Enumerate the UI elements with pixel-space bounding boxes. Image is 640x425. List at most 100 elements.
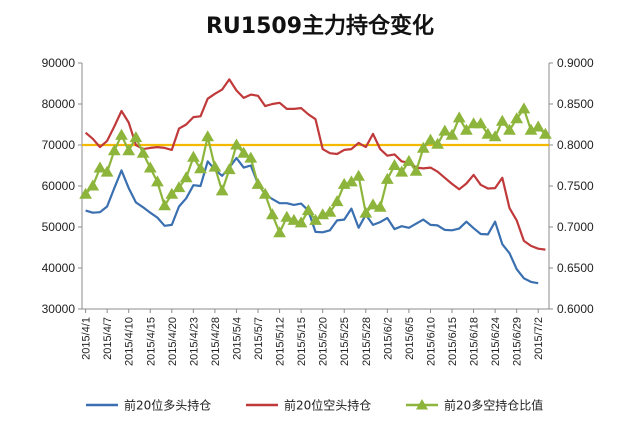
y-left-tick-label: 60000: [42, 179, 76, 193]
ratio-point: [309, 213, 322, 225]
ratio-point: [452, 111, 466, 123]
y-left-tick-label: 80000: [42, 97, 76, 111]
ratio-point: [424, 133, 437, 145]
ratio-point: [488, 130, 502, 142]
ratio-point: [107, 144, 121, 156]
ratio-point: [323, 205, 337, 217]
ratio-markers: [79, 102, 552, 238]
ratio-point: [222, 163, 236, 175]
ratio-point: [194, 162, 207, 174]
left-y-axis: 30000 40000 50000 60000 70000 80000 90000: [42, 56, 82, 316]
ratio-point: [474, 117, 488, 129]
ratio-point: [93, 161, 107, 173]
ratio-point: [280, 210, 294, 222]
y-left-tick-label: 90000: [42, 56, 76, 70]
ratio-point: [179, 171, 193, 183]
x-tick-label: 2015/7/2: [533, 317, 545, 360]
ratio-point: [395, 165, 409, 177]
ratio-point: [373, 200, 387, 212]
ratio-point: [330, 195, 344, 207]
ratio-point: [539, 127, 552, 139]
x-tick-label: 2015/6/2: [382, 317, 394, 360]
y-left-tick-label: 40000: [42, 261, 76, 275]
ratio-point: [165, 187, 179, 199]
ratio-point: [503, 123, 516, 135]
series-line-2: [84, 78, 546, 251]
x-tick-label: 2015/4/28: [210, 317, 222, 366]
x-tick-label: 2015/5/12: [275, 317, 287, 366]
y-right-tick-label: 0.7500: [557, 179, 594, 193]
ratio-point: [481, 127, 495, 139]
y-right-tick-label: 0.8500: [557, 97, 594, 111]
ratio-point: [201, 130, 215, 142]
x-tick-label: 2015/5/28: [361, 317, 373, 366]
ratio-point: [122, 144, 136, 156]
ratio-point: [510, 112, 524, 124]
x-tick-label: 2015/5/25: [339, 317, 351, 366]
ratio-point: [495, 114, 509, 126]
ratio-point: [345, 175, 358, 187]
ratio-point: [208, 160, 222, 172]
x-tick-label: 2015/5/7: [253, 317, 265, 360]
ratio-point: [79, 187, 92, 199]
x-tick-label: 2015/4/20: [167, 317, 179, 366]
x-tick-label: 2015/4/7: [102, 317, 114, 360]
legend-label-3: 前20多空持仓比值: [444, 398, 543, 413]
ratio-point: [517, 102, 531, 114]
ratio-point: [359, 206, 373, 218]
ratio-point: [151, 175, 164, 187]
y-right-tick-label: 0.6000: [557, 302, 594, 316]
legend-marker: [416, 399, 428, 410]
x-tick-label: 2015/5/20: [318, 317, 330, 366]
y-right-tick-label: 0.7000: [557, 220, 594, 234]
ratio-point: [388, 159, 401, 170]
x-tick-label: 2015/5/15: [296, 317, 308, 366]
x-tick-label: 2015/4/1: [81, 317, 93, 360]
ratio-point: [380, 172, 394, 184]
ratio-point: [258, 187, 272, 199]
ratio-point: [115, 128, 128, 140]
legend-label-2: 前20位空头持仓: [284, 398, 371, 413]
ratio-point: [158, 199, 171, 211]
x-tick-label: 2015/6/29: [512, 317, 524, 366]
ratio-point: [187, 150, 200, 162]
ratio-point: [416, 141, 430, 153]
legend-label-1: 前20位多头持仓: [124, 398, 211, 413]
x-tick-label: 2015/6/5: [404, 317, 416, 360]
ratio-point: [366, 198, 380, 210]
ratio-point: [294, 216, 308, 228]
x-tick-label: 2015/5/4: [231, 317, 243, 360]
y-left-tick-label: 30000: [42, 302, 76, 316]
chart-title: RU1509主力持仓变化: [205, 14, 435, 39]
ratio-point: [460, 123, 473, 135]
ratio-point: [352, 169, 365, 181]
x-tick-label: 2015/6/24: [490, 317, 502, 366]
ratio-point: [273, 226, 286, 238]
ratio-point: [244, 151, 258, 163]
ratio-point: [287, 213, 301, 225]
ratio-point: [531, 120, 545, 132]
ratio-point: [266, 208, 279, 220]
y-left-tick-label: 50000: [42, 220, 76, 234]
ratio-point: [172, 181, 186, 193]
ratio-point: [230, 138, 243, 150]
ratio-point: [409, 164, 423, 176]
ratio-point: [402, 154, 416, 166]
ratio-point: [438, 124, 452, 136]
ratio-point: [136, 146, 150, 158]
y-right-tick-label: 0.6500: [557, 261, 594, 275]
ratio-point: [143, 161, 157, 173]
x-tick-label: 2015/6/10: [425, 317, 437, 366]
ratio-point: [445, 128, 459, 140]
ratio-point: [86, 179, 100, 191]
x-tick-label: 2015/6/15: [447, 317, 459, 366]
ratio-point: [129, 131, 143, 143]
ratio-point: [251, 177, 265, 189]
x-tick-label: 2015/4/15: [145, 317, 157, 366]
right-y-axis: 0.6000 0.6500 0.7000 0.7500 0.8000 0.8500 0.90…: [549, 56, 594, 316]
x-tick-label: 2015/4/10: [124, 317, 136, 366]
ratio-point: [301, 204, 315, 216]
x-axis: 2015/4/1 2015/4/7 2015/4/10 2015/4/15 2015/4…: [81, 309, 545, 366]
ratio-point: [100, 165, 114, 177]
